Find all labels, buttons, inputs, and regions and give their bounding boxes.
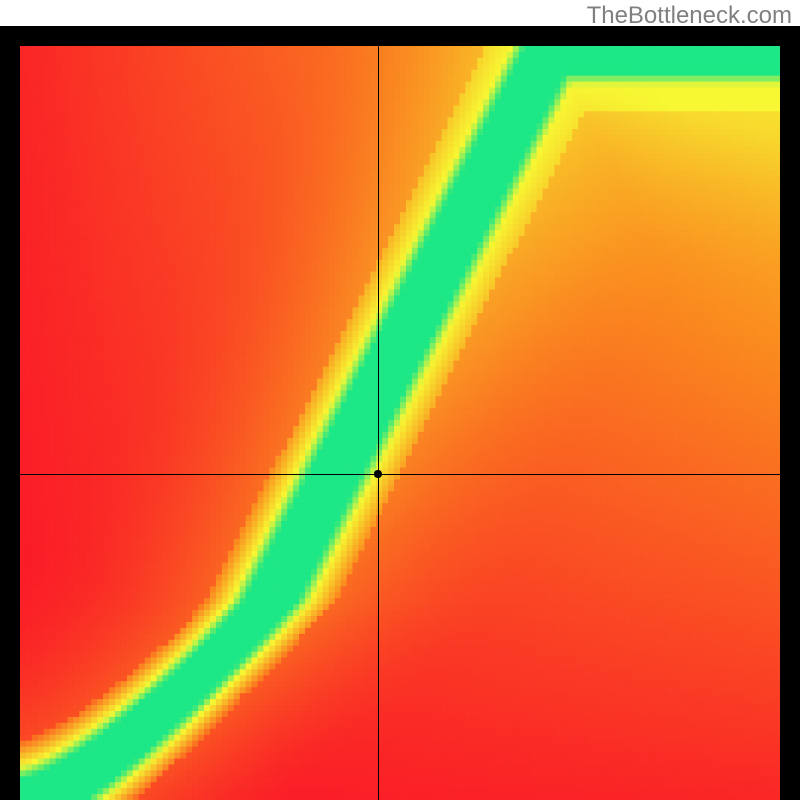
bottleneck-heatmap bbox=[0, 26, 800, 800]
watermark: TheBottleneck.com bbox=[587, 2, 792, 30]
